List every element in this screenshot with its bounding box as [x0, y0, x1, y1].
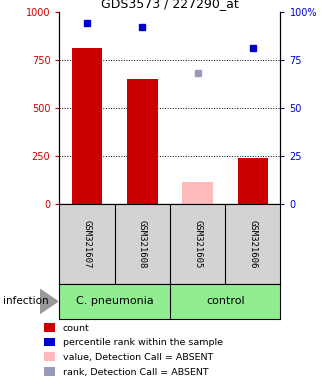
Polygon shape	[40, 289, 58, 314]
Bar	[44, 338, 55, 346]
Bar	[182, 182, 213, 204]
Text: GSM321605: GSM321605	[193, 220, 202, 268]
Title: GDS3573 / 227290_at: GDS3573 / 227290_at	[101, 0, 239, 10]
Bar	[44, 323, 55, 332]
Bar	[127, 79, 157, 204]
Text: value, Detection Call = ABSENT: value, Detection Call = ABSENT	[63, 353, 213, 362]
Text: rank, Detection Call = ABSENT: rank, Detection Call = ABSENT	[63, 367, 208, 377]
Text: GSM321608: GSM321608	[138, 220, 147, 268]
Text: count: count	[63, 324, 89, 333]
Bar	[238, 159, 268, 204]
Bar	[44, 367, 55, 376]
Text: GSM321606: GSM321606	[248, 220, 257, 268]
Text: infection: infection	[3, 296, 49, 306]
Text: GSM321607: GSM321607	[82, 220, 91, 268]
Text: percentile rank within the sample: percentile rank within the sample	[63, 338, 223, 348]
Bar	[44, 353, 55, 361]
Text: control: control	[206, 296, 245, 306]
Bar	[72, 48, 102, 204]
Text: C. pneumonia: C. pneumonia	[76, 296, 153, 306]
